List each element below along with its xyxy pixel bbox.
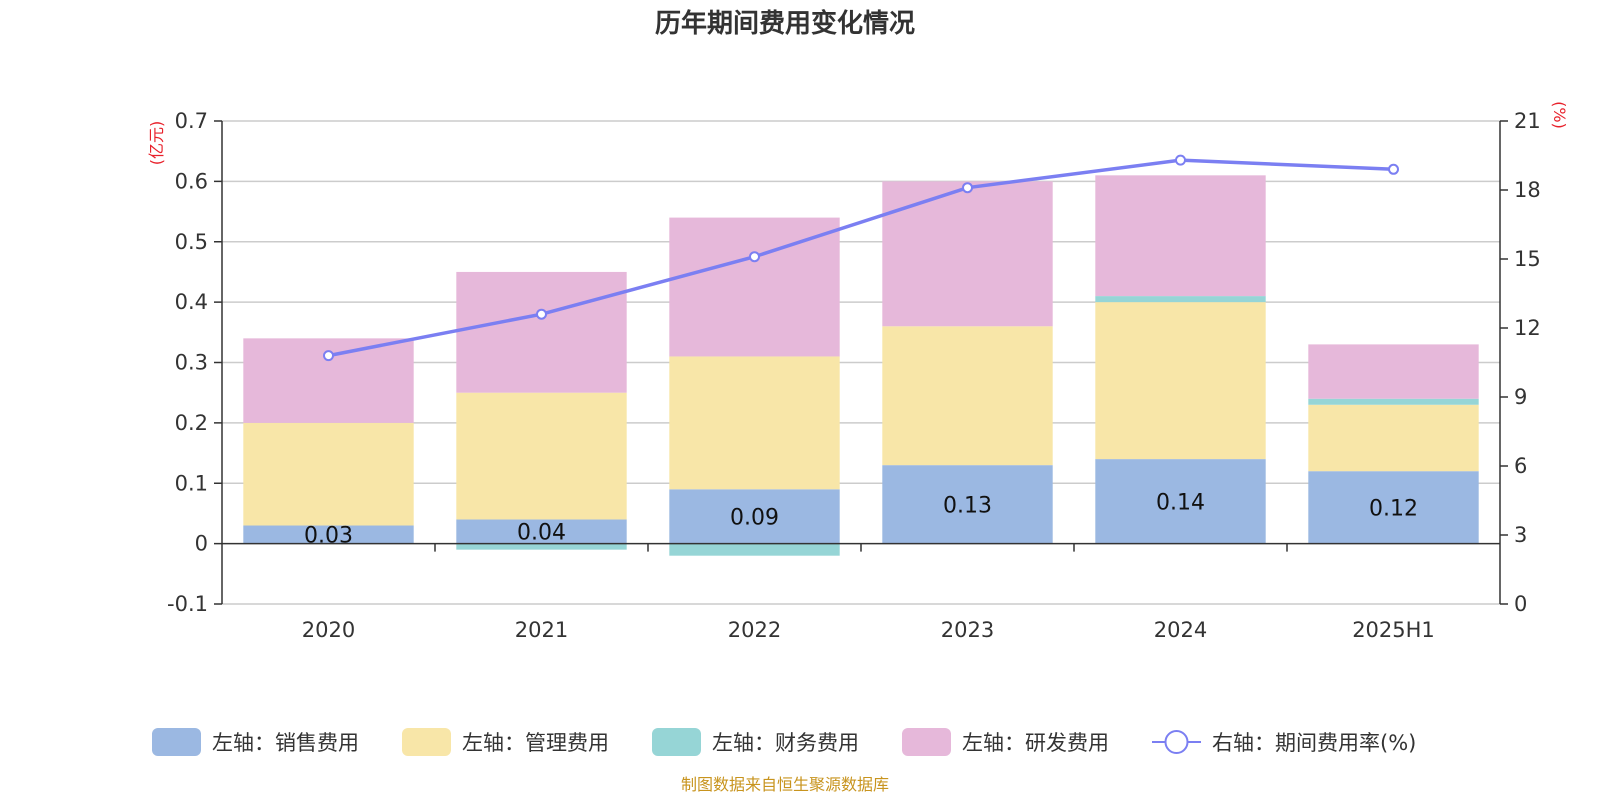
left-tick-label: -0.1 (167, 592, 208, 616)
legend: 左轴：销售费用 左轴：管理费用 左轴：财务费用 左轴：研发费用 右轴：期间费用率(%) (152, 728, 1416, 756)
bar-segment (1308, 398, 1479, 405)
left-tick-label: 0.6 (175, 169, 208, 193)
bar-segment (882, 181, 1053, 327)
legend-label: 左轴：管理费用 (462, 731, 609, 755)
right-tick-label: 21 (1514, 109, 1541, 133)
legend-label: 右轴：期间费用率(%) (1212, 731, 1416, 755)
rate-point (1388, 163, 1399, 175)
bar-segment (1308, 471, 1479, 544)
bar-segment (669, 543, 840, 556)
bar-segment (1095, 175, 1266, 297)
left-tick-label: 0.7 (175, 109, 208, 133)
bar-segment (456, 543, 627, 550)
category-label: 2023 (941, 618, 994, 642)
bar-value-label: 0.14 (1156, 490, 1205, 515)
line-layer (323, 154, 1399, 362)
bar-segment (243, 525, 414, 544)
category-label: 2021 (515, 618, 568, 642)
bar-segment (1095, 459, 1266, 544)
right-axis-unit: (%) (1550, 101, 1569, 129)
bar-segment (456, 392, 627, 520)
rate-point (1175, 154, 1186, 166)
bar-value-label: 0.13 (943, 493, 992, 518)
legend-swatch (402, 728, 451, 756)
bar-layer (243, 175, 1479, 556)
bar-segment (243, 422, 414, 526)
left-tick-label: 0.1 (175, 471, 208, 495)
legend-swatch (652, 728, 701, 756)
right-tick-label: 18 (1514, 178, 1541, 202)
bar-segment (882, 326, 1053, 466)
bar-segment (1095, 296, 1266, 303)
source-note: 制图数据来自恒生聚源数据库 (681, 775, 889, 794)
legend-label: 左轴：研发费用 (962, 731, 1109, 755)
bar-segment (882, 465, 1053, 544)
rate-point (323, 350, 334, 362)
chart-title: 历年期间费用变化情况 (655, 8, 915, 39)
bar-segment (1308, 344, 1479, 399)
left-tick-label: 0.4 (175, 290, 208, 314)
legend-swatch (152, 728, 201, 756)
left-axis-unit: (亿元) (147, 121, 166, 166)
axes (214, 120, 1508, 605)
bar-segment (456, 271, 627, 393)
category-label: 2025H1 (1352, 618, 1435, 642)
right-tick-label: 12 (1514, 316, 1541, 340)
bar-segment (1308, 404, 1479, 472)
bar-segment (669, 217, 840, 357)
right-tick-label: 15 (1514, 247, 1541, 271)
legend-label: 左轴：财务费用 (712, 731, 859, 755)
left-tick-label: 0.3 (175, 351, 208, 375)
rate-point (749, 251, 760, 263)
bar-value-label: 0.09 (730, 505, 779, 530)
rate-point (536, 308, 547, 320)
legend-label: 左轴：销售费用 (212, 731, 359, 755)
bar-value-label: 0.03 (304, 524, 353, 549)
bar-segment (456, 519, 627, 544)
rate-line (328, 158, 1394, 358)
bar-value-label: 0.12 (1369, 496, 1418, 521)
bar-value-label: 0.04 (517, 521, 566, 546)
left-tick-label: 0.5 (175, 230, 208, 254)
category-label: 2022 (728, 618, 781, 642)
right-tick-label: 0 (1514, 592, 1527, 616)
legend-swatch (902, 728, 951, 756)
bar-segment (669, 356, 840, 490)
category-label: 2020 (302, 618, 355, 642)
bar-segment (1095, 302, 1266, 460)
legend-marker (1164, 730, 1189, 754)
left-tick-label: 0 (195, 532, 208, 556)
right-tick-label: 6 (1514, 454, 1527, 478)
right-tick-label: 3 (1514, 523, 1527, 547)
category-label: 2024 (1154, 618, 1207, 642)
grid-lines (222, 120, 1500, 605)
left-tick-label: 0.2 (175, 411, 208, 435)
bar-segment (669, 489, 840, 544)
data-labels: 0.03 0.04 0.09 0.13 0.14 0.12 (304, 490, 1418, 548)
rate-point (962, 182, 973, 194)
tick-labels: 0.7 0.6 0.5 0.4 0.3 0.2 0.1 0 -0.1 21 18 15 12 9 6 3 0 20… (167, 109, 1541, 642)
right-tick-label: 9 (1514, 385, 1527, 409)
